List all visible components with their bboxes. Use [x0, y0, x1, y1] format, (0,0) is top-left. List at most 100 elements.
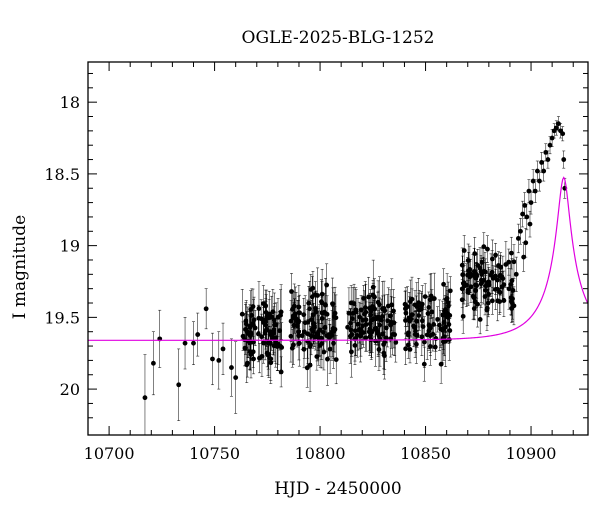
data-point [486, 273, 491, 315]
data-point [510, 278, 515, 320]
data-point [438, 344, 444, 384]
data-point [461, 261, 467, 305]
data-point [501, 270, 507, 299]
data-point [560, 126, 566, 142]
data-point [347, 308, 353, 364]
data-point [477, 304, 483, 335]
data-point [251, 343, 256, 375]
data-point [483, 275, 489, 306]
data-point [485, 235, 490, 263]
data-point [250, 304, 256, 343]
model-curve [88, 176, 588, 341]
data-point [534, 160, 540, 182]
data-point [288, 310, 294, 363]
data-point [478, 257, 484, 303]
data-point [528, 190, 534, 215]
data-point [157, 309, 163, 368]
data-point [497, 255, 503, 296]
data-point [327, 324, 333, 374]
data-point [416, 290, 422, 331]
data-point [216, 331, 222, 390]
data-point [467, 245, 473, 293]
data-point [317, 319, 322, 357]
data-point [195, 312, 201, 357]
data-point [424, 309, 430, 360]
data-point [310, 271, 316, 306]
data-point [489, 239, 495, 279]
data-point [324, 319, 329, 353]
data-point [176, 348, 182, 421]
data-point [524, 203, 530, 231]
data-point [429, 289, 435, 335]
data-point [299, 321, 305, 350]
data-point [277, 311, 282, 351]
data-point [269, 319, 275, 351]
data-point [391, 289, 396, 333]
data-point [435, 306, 441, 333]
y-tick-label: 19.5 [44, 308, 80, 327]
data-point [472, 237, 478, 271]
data-point [322, 293, 327, 332]
data-point [242, 330, 248, 367]
y-axis-label: I magnitude [10, 215, 30, 319]
x-tick-label: 10800 [295, 444, 346, 463]
data-point [442, 317, 447, 357]
data-point [229, 338, 234, 397]
data-point [142, 354, 148, 435]
data-point [191, 321, 196, 365]
data-point [203, 288, 209, 330]
data-point [392, 313, 398, 356]
x-tick-label: 10700 [84, 444, 135, 463]
data-point [371, 300, 377, 338]
data-point [304, 348, 310, 388]
data-point [375, 313, 381, 355]
data-point [385, 287, 391, 325]
tick-labels: 10700 10750 10800 10850 10900 18 18.5 19 19.5 20 [44, 93, 556, 463]
data-point [370, 259, 376, 315]
data-point [259, 335, 265, 377]
data-point [513, 256, 519, 292]
data-point [332, 286, 338, 340]
data-point [527, 210, 533, 238]
data-point [293, 292, 299, 346]
data-point [264, 338, 270, 368]
data-point [481, 232, 487, 261]
data-point [405, 320, 411, 350]
data-point [210, 332, 215, 386]
data-point [409, 276, 415, 322]
data-point [509, 236, 514, 270]
data-point [296, 311, 302, 361]
data-point [421, 346, 427, 382]
data-point [460, 299, 466, 334]
data-point [325, 332, 330, 386]
data-point [414, 282, 420, 331]
data-point [459, 279, 465, 321]
data-point [445, 281, 451, 324]
data-point [532, 179, 538, 203]
data-point [518, 218, 523, 245]
x-axis-label: HJD - 2450000 [274, 479, 402, 499]
data-point [515, 223, 521, 254]
data-point [465, 243, 471, 278]
data-point [317, 304, 323, 356]
data-point [363, 297, 369, 352]
data-point [473, 262, 479, 308]
data-point [358, 295, 364, 325]
data-point [422, 283, 428, 310]
data-point [273, 317, 279, 368]
data-point [256, 305, 261, 363]
x-tick-label: 10850 [400, 444, 451, 463]
data-point [345, 310, 351, 344]
data-point [523, 228, 529, 258]
data-point [256, 281, 262, 336]
data-point [549, 129, 555, 147]
data-point [489, 286, 495, 315]
data-point [413, 324, 419, 364]
data-point [425, 296, 431, 331]
data-point [506, 268, 512, 310]
y-tick-label: 18.5 [44, 165, 80, 184]
data-point [461, 235, 467, 266]
data-point [308, 300, 314, 340]
data-point [403, 287, 409, 339]
data-point [220, 322, 226, 375]
